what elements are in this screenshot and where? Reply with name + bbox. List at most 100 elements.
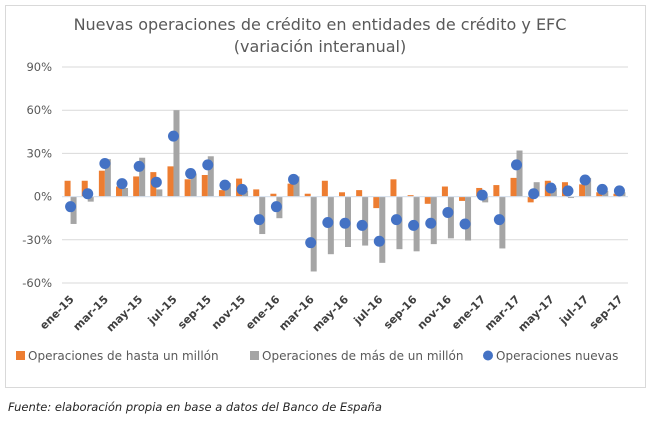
bar-hasta-un-millon <box>510 177 517 197</box>
bar-hasta-un-millon <box>201 175 208 197</box>
marker-operaciones-nuevas <box>99 157 111 169</box>
bar-mas-de-un-millon <box>156 189 163 197</box>
marker-operaciones-nuevas <box>116 178 128 190</box>
bar-mas-de-un-millon <box>465 196 472 241</box>
y-tick-label: 60% <box>26 103 52 117</box>
bar-hasta-un-millon <box>81 180 88 197</box>
bar-mas-de-un-millon <box>516 150 523 197</box>
marker-operaciones-nuevas <box>270 201 282 213</box>
bar-hasta-un-millon <box>167 166 174 197</box>
marker-operaciones-nuevas <box>390 214 402 226</box>
bar-hasta-un-millon <box>304 193 311 197</box>
bar-mas-de-un-millon <box>379 196 386 263</box>
bar-mas-de-un-millon <box>190 173 197 197</box>
marker-operaciones-nuevas <box>425 217 437 229</box>
chart-title: Nuevas operaciones de crédito en entidad… <box>74 15 567 34</box>
x-tick-label: ene-15 <box>37 293 76 332</box>
marker-operaciones-nuevas <box>493 214 505 226</box>
marker-operaciones-nuevas <box>288 173 300 185</box>
bar-mas-de-un-millon <box>104 159 111 197</box>
bar-hasta-un-millon <box>493 185 500 197</box>
bar-hasta-un-millon <box>321 180 328 197</box>
markers <box>65 130 625 249</box>
marker-operaciones-nuevas <box>373 235 385 247</box>
bar-hasta-un-millon <box>596 192 603 197</box>
bar-hasta-un-millon <box>579 184 586 197</box>
legend-label-operaciones-nuevas: Operaciones nuevas <box>496 349 618 363</box>
x-tick-label: ene-17 <box>449 293 488 332</box>
bar-mas-de-un-millon <box>447 196 454 239</box>
bar-hasta-un-millon <box>64 180 71 197</box>
y-tick-label: -30% <box>22 233 52 247</box>
marker-operaciones-nuevas <box>219 179 231 191</box>
marker-operaciones-nuevas <box>356 219 368 231</box>
marker-operaciones-nuevas <box>253 214 265 226</box>
bar-mas-de-un-millon <box>139 157 146 197</box>
marker-operaciones-nuevas <box>511 159 523 171</box>
marker-operaciones-nuevas <box>202 159 214 171</box>
marker-operaciones-nuevas <box>579 174 591 186</box>
x-tick-label: nov-16 <box>415 293 454 332</box>
marker-operaciones-nuevas <box>133 160 145 172</box>
legend-label-hasta-un-millon: Operaciones de hasta un millón <box>28 349 219 363</box>
bar-hasta-un-millon <box>218 190 225 197</box>
marker-operaciones-nuevas <box>167 130 179 142</box>
bar-hasta-un-millon <box>133 176 140 197</box>
x-tick-label: may-16 <box>310 293 352 335</box>
y-axis-ticks: 90% 60% 30% 0% -30% -60% <box>22 60 52 290</box>
bar-hasta-un-millon <box>270 193 277 197</box>
marker-operaciones-nuevas <box>562 185 574 197</box>
gridlines <box>62 66 628 284</box>
marker-operaciones-nuevas <box>476 189 488 201</box>
marker-operaciones-nuevas <box>442 206 454 218</box>
bar-hasta-un-millon <box>441 186 448 197</box>
bar-mas-de-un-millon <box>585 177 592 197</box>
marker-operaciones-nuevas <box>305 237 317 249</box>
marker-operaciones-nuevas <box>545 182 557 194</box>
bar-hasta-un-millon <box>253 189 260 197</box>
bar-hasta-un-millon <box>184 179 191 197</box>
x-tick-label: nov-15 <box>209 293 248 332</box>
x-tick-label: sep-15 <box>175 293 214 332</box>
marker-operaciones-nuevas <box>613 185 625 197</box>
chart-subtitle: (variación interanual) <box>234 37 406 56</box>
legend-swatch-orange <box>16 351 25 360</box>
marker-operaciones-nuevas <box>339 217 351 229</box>
legend-swatch-gray <box>250 351 259 360</box>
bar-hasta-un-millon <box>424 196 431 204</box>
bar-hasta-un-millon <box>98 170 105 197</box>
marker-operaciones-nuevas <box>65 201 77 213</box>
marker-operaciones-nuevas <box>322 217 334 229</box>
legend-swatch-blue <box>483 350 493 361</box>
bar-hasta-un-millon <box>116 186 123 197</box>
x-tick-label: ene-16 <box>243 293 283 333</box>
legend-label-mas-de-un-millon: Operaciones de más de un millón <box>262 349 463 363</box>
bar-hasta-un-millon <box>407 195 414 197</box>
marker-operaciones-nuevas <box>459 218 471 230</box>
bar-hasta-un-millon <box>373 196 380 209</box>
legend: Operaciones de hasta un millón Operacion… <box>16 349 618 363</box>
marker-operaciones-nuevas <box>408 219 420 231</box>
bar-hasta-un-millon <box>356 190 363 197</box>
marker-operaciones-nuevas <box>528 188 540 200</box>
bar-mas-de-un-millon <box>207 156 214 197</box>
x-tick-label: may-17 <box>516 293 557 334</box>
y-tick-label: 90% <box>26 60 52 74</box>
marker-operaciones-nuevas <box>150 176 162 188</box>
bar-hasta-un-millon <box>527 196 534 203</box>
x-tick-label: may-15 <box>104 293 145 334</box>
bar-mas-de-un-millon <box>224 182 231 197</box>
bar-hasta-un-millon <box>459 196 466 201</box>
marker-operaciones-nuevas <box>596 183 608 195</box>
y-tick-label: 0% <box>34 190 52 204</box>
bar-hasta-un-millon <box>339 192 345 197</box>
y-tick-label: 30% <box>26 146 52 160</box>
source-note: Fuente: elaboración propia en base a dat… <box>8 400 382 414</box>
marker-operaciones-nuevas <box>236 183 248 195</box>
bar-hasta-un-millon <box>287 183 294 197</box>
bar-mas-de-un-millon <box>567 196 574 199</box>
x-tick-label: sep-16 <box>381 293 420 332</box>
x-tick-label: sep-17 <box>587 293 626 332</box>
